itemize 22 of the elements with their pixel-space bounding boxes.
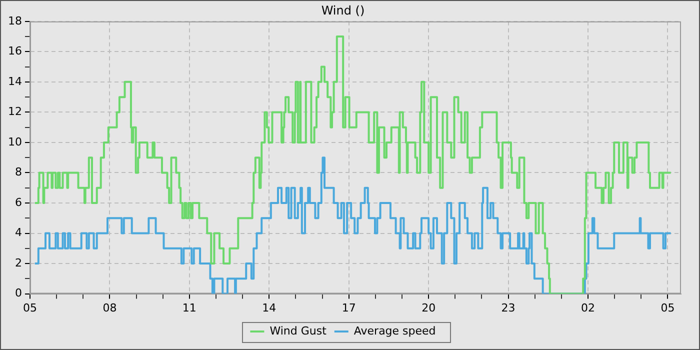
x-tick-label: 17 <box>342 301 356 314</box>
y-tick-label: 6 <box>14 196 22 209</box>
y-tick-label: 10 <box>8 135 22 148</box>
x-tick-label: 05 <box>660 301 675 314</box>
y-tick-label: 8 <box>14 166 22 179</box>
x-tick-label: 02 <box>581 301 595 314</box>
chart-title: Wind () <box>321 3 365 18</box>
x-tick-label: 14 <box>262 301 276 314</box>
y-tick-label: 16 <box>8 44 22 58</box>
x-tick-label: 05 <box>22 301 37 314</box>
y-tick-label: 2 <box>14 256 22 270</box>
legend-label: Average speed <box>354 324 436 338</box>
y-tick-label: 4 <box>14 226 22 240</box>
x-tick-label: 23 <box>501 301 516 314</box>
x-tick-label: 08 <box>102 301 117 314</box>
y-tick-label: 12 <box>8 105 22 118</box>
y-tick-label: 18 <box>8 14 22 28</box>
y-tick-label: 0 <box>14 286 22 300</box>
x-tick-label: 20 <box>422 301 436 314</box>
y-tick-label: 14 <box>8 74 22 88</box>
x-tick-label: 11 <box>182 301 196 314</box>
legend-label: Wind Gust <box>270 324 328 338</box>
